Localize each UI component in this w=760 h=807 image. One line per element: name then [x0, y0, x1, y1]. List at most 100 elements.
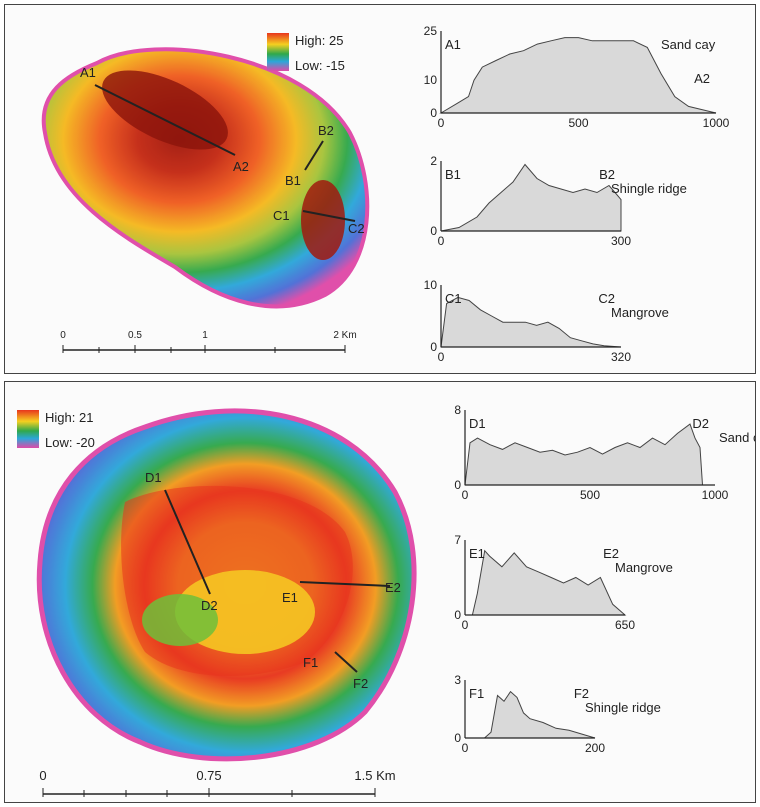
island-top-core	[102, 70, 228, 150]
legend-top: High: 25 Low: -15	[267, 33, 345, 73]
profile-a-x-tick: 0	[438, 116, 445, 130]
transect-b-start-label: B1	[285, 173, 301, 188]
profile-a-y-tick: 0	[430, 106, 437, 120]
profile-f-area	[465, 690, 596, 739]
map-top: A1 A2 B1 B2 C1 C2	[41, 47, 370, 309]
scale-bar-top-label-1: 0.5	[128, 330, 142, 341]
profile-d-x-tick: 500	[580, 488, 600, 502]
profile-f-x-tick: 0	[462, 741, 469, 755]
transect-a-line	[94, 84, 236, 156]
scale-bar-bottom-label-2: 1.5 Km	[354, 768, 395, 783]
profile-b-title: Shingle ridge	[611, 181, 687, 196]
profile-c-x-tick: 0	[438, 350, 445, 364]
profile-a-y-tick: 25	[424, 24, 438, 38]
transect-c-line	[302, 210, 356, 222]
transect-b-line	[304, 140, 324, 171]
transect-d-line	[164, 489, 211, 595]
profile-b-y-tick: 0	[430, 224, 437, 238]
profile-a-area	[439, 37, 717, 114]
panel-bottom: D1 D2 E1 E2 F1 F2 High: 21 Low: -20	[4, 381, 760, 803]
profile-e-start-label: E1	[469, 546, 485, 561]
panel-top-svg: A1 A2 B1 B2 C1 C2 High: 25 Low: -15	[41, 24, 730, 364]
island-top-shape	[41, 47, 370, 309]
profile-a-y-tick: 10	[424, 73, 438, 87]
transect-f-start-label: F1	[303, 655, 318, 670]
legend-bottom-ramp	[17, 410, 39, 448]
legend-top-high: High: 25	[295, 33, 343, 48]
profile-f-y-tick: 0	[454, 731, 461, 745]
profile-e-x-tick: 650	[615, 618, 635, 632]
profile-chart-d: 0 8 0 500 1000 D1 D2 Sand cay	[454, 403, 760, 502]
profile-a-title: Sand cay	[661, 37, 716, 52]
profile-c-x-tick: 320	[611, 350, 631, 364]
profile-b-x-tick: 300	[611, 234, 631, 248]
profile-d-y-tick: 0	[454, 478, 461, 492]
profile-c-y-tick: 10	[424, 278, 438, 292]
profile-c-area	[440, 296, 622, 348]
profile-c-y-tick: 0	[430, 340, 437, 354]
transect-e-line	[299, 581, 391, 587]
profile-c-title: Mangrove	[611, 305, 669, 320]
profile-b-y-tick: 2	[430, 154, 437, 168]
legend-top-ramp	[267, 33, 289, 71]
profile-e-area	[465, 549, 627, 616]
profile-f-x-tick: 200	[585, 741, 605, 755]
profile-f-start-label: F1	[469, 686, 484, 701]
transect-b-end-label: B2	[318, 123, 334, 138]
profile-b-x-tick: 0	[438, 234, 445, 248]
profile-d-x-tick: 0	[462, 488, 469, 502]
scale-bar-bottom-label-0: 0	[39, 768, 46, 783]
profile-b-area	[440, 163, 622, 232]
legend-top-low: Low: -15	[295, 58, 345, 73]
scale-bar-bottom-label-1: 0.75	[196, 768, 221, 783]
transect-c-start-label: C1	[273, 208, 290, 223]
transect-d-end-label: D2	[201, 598, 218, 613]
profile-c-start-label: C1	[445, 291, 462, 306]
profile-d-title: Sand cay	[719, 430, 755, 445]
profile-e-title: Mangrove	[615, 560, 673, 575]
profile-f-y-tick: 3	[454, 673, 461, 687]
profile-f-title: Shingle ridge	[585, 700, 661, 715]
scale-bar-top: 0 0.5 1 2 Km	[60, 330, 357, 353]
island-bottom-green	[142, 594, 218, 646]
profile-chart-a: 0 10 25 0 500 1000 A1 A2 Sand cay	[424, 24, 730, 130]
transect-a-start-label: A1	[80, 65, 96, 80]
legend-bottom-high: High: 21	[45, 410, 93, 425]
transect-f-line	[334, 651, 358, 673]
profile-d-x-tick: 1000	[702, 488, 729, 502]
profile-a-end-label: A2	[694, 71, 710, 86]
profile-b-end-label: B2	[599, 167, 615, 182]
profile-b-start-label: B1	[445, 167, 461, 182]
transect-c-end-label: C2	[348, 221, 365, 236]
profile-a-start-label: A1	[445, 37, 461, 52]
profile-e-y-tick: 7	[454, 533, 461, 547]
legend-bottom-low: Low: -20	[45, 435, 95, 450]
scale-bar-bottom: 0 0.75 1.5 Km	[39, 768, 396, 797]
profile-d-area	[464, 423, 704, 486]
panel-top: A1 A2 B1 B2 C1 C2 High: 25 Low: -15	[4, 4, 756, 374]
island-top-ridge	[301, 180, 345, 260]
profile-f-end-label: F2	[574, 686, 589, 701]
profile-e-x-tick: 0	[462, 618, 469, 632]
profile-d-end-label: D2	[692, 416, 709, 431]
scale-bar-top-label-0: 0	[60, 330, 66, 341]
transect-d-start-label: D1	[145, 470, 162, 485]
profile-e-y-tick: 0	[454, 608, 461, 622]
transect-e-end-label: E2	[385, 580, 401, 595]
map-bottom: D1 D2 E1 E2 F1 F2	[36, 408, 417, 762]
profile-c-end-label: C2	[598, 291, 615, 306]
panel-bottom-svg: D1 D2 E1 E2 F1 F2 High: 21 Low: -20	[17, 403, 760, 797]
transect-e-start-label: E1	[282, 590, 298, 605]
scale-bar-top-label-3: 2 Km	[333, 330, 356, 341]
legend-bottom: High: 21 Low: -20	[17, 410, 95, 450]
transect-f-end-label: F2	[353, 676, 368, 691]
profile-a-x-tick: 1000	[703, 116, 730, 130]
profile-d-start-label: D1	[469, 416, 486, 431]
profile-e-end-label: E2	[603, 546, 619, 561]
profile-d-y-tick: 8	[454, 403, 461, 417]
